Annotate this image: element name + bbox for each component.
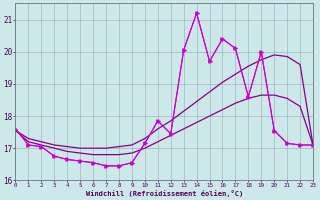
X-axis label: Windchill (Refroidissement éolien,°C): Windchill (Refroidissement éolien,°C)	[86, 190, 243, 197]
